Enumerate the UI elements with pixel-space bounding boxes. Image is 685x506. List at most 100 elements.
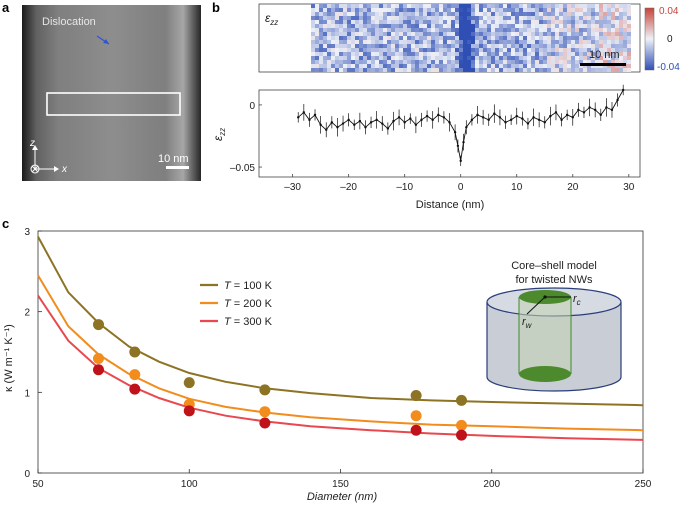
heatmap-cell	[331, 68, 335, 72]
heatmap-cell	[427, 44, 431, 48]
heatmap-cell	[559, 24, 563, 28]
heatmap-cell	[351, 64, 355, 68]
heatmap-cell	[355, 56, 359, 60]
out-of-plane-icon	[30, 164, 40, 174]
heatmap-cell	[403, 40, 407, 44]
heatmap-cell	[475, 28, 479, 32]
heatmap-cell	[511, 24, 515, 28]
heatmap-cell	[459, 64, 463, 68]
heatmap-cell	[531, 40, 535, 44]
heatmap-cell	[559, 64, 563, 68]
heatmap-cell	[447, 52, 451, 56]
heatmap-cell	[487, 40, 491, 44]
heatmap-cell	[491, 32, 495, 36]
heatmap-cell	[495, 64, 499, 68]
heatmap-cell	[463, 60, 467, 64]
heatmap-cell	[479, 16, 483, 20]
axes-indicator: z x	[29, 138, 68, 175]
heatmap-cell	[523, 4, 527, 8]
heatmap-cell	[431, 44, 435, 48]
heatmap-cell	[399, 28, 403, 32]
heatmap-cell	[563, 20, 567, 24]
heatmap-cell	[583, 40, 587, 44]
heatmap-cell	[583, 8, 587, 12]
heatmap-cell	[463, 8, 467, 12]
heatmap-cell	[467, 36, 471, 40]
heatmap-cell	[551, 28, 555, 32]
heatmap-cell	[595, 16, 599, 20]
heatmap-cell	[471, 68, 475, 72]
heatmap-cell	[475, 24, 479, 28]
heatmap-cell	[379, 24, 383, 28]
heatmap-cell	[499, 48, 503, 52]
heatmap-cell	[403, 16, 407, 20]
heatmap-cell	[347, 56, 351, 60]
heatmap-cell	[471, 32, 475, 36]
heatmap-cell	[543, 40, 547, 44]
heatmap-cell	[319, 40, 323, 44]
heatmap-cell	[471, 24, 475, 28]
heatmap-cell	[319, 8, 323, 12]
heatmap-cell	[467, 52, 471, 56]
heatmap-cell	[411, 12, 415, 16]
heatmap-cell	[355, 16, 359, 20]
heatmap-cell	[571, 28, 575, 32]
heatmap-cell	[323, 52, 327, 56]
heatmap-cell	[411, 64, 415, 68]
heatmap-cell	[591, 4, 595, 8]
heatmap-cell	[627, 52, 631, 56]
heatmap-cell	[419, 20, 423, 24]
heatmap-cell	[335, 48, 339, 52]
heatmap-cell	[435, 8, 439, 12]
heatmap-cell	[319, 44, 323, 48]
heatmap-cell	[551, 40, 555, 44]
heatmap-cell	[575, 12, 579, 16]
panel-c-letter: c	[2, 216, 9, 231]
heatmap-cell	[439, 56, 443, 60]
heatmap-cell	[371, 40, 375, 44]
heatmap-cell	[387, 60, 391, 64]
heatmap-cell	[443, 28, 447, 32]
heatmap-cell	[547, 28, 551, 32]
heatmap-cell	[587, 56, 591, 60]
heatmap-cell	[323, 4, 327, 8]
heatmap-cell	[567, 24, 571, 28]
heatmap-cell	[607, 12, 611, 16]
scalebar-b	[580, 63, 626, 66]
heatmap-cell	[343, 52, 347, 56]
heatmap-cell	[579, 60, 583, 64]
heatmap-cell	[463, 36, 467, 40]
y-tick-label: –0.05	[230, 163, 255, 174]
heatmap-cell	[479, 8, 483, 12]
heatmap-cell	[383, 36, 387, 40]
heatmap-cell	[459, 4, 463, 8]
heatmap-cell	[619, 4, 623, 8]
heatmap-cell	[423, 20, 427, 24]
heatmap-cell	[431, 60, 435, 64]
heatmap-cell	[331, 40, 335, 44]
heatmap-cell	[343, 8, 347, 12]
heatmap-cell	[475, 56, 479, 60]
heatmap-cell	[395, 28, 399, 32]
axis-z-label: z	[29, 138, 35, 149]
heatmap-cell	[423, 12, 427, 16]
heatmap-cell	[439, 68, 443, 72]
heatmap-cell	[359, 56, 363, 60]
heatmap-cell	[603, 68, 607, 72]
heatmap-cell	[603, 12, 607, 16]
heatmap-cell	[511, 28, 515, 32]
heatmap-cell	[603, 8, 607, 12]
heatmap-cell	[571, 24, 575, 28]
heatmap-cell	[623, 16, 627, 20]
heatmap-cell	[527, 24, 531, 28]
heatmap-cell	[503, 12, 507, 16]
heatmap-cell	[619, 36, 623, 40]
heatmap-cell	[607, 20, 611, 24]
heatmap-cell	[351, 40, 355, 44]
heatmap-cell	[615, 12, 619, 16]
heatmap-cell	[539, 52, 543, 56]
heatmap-cell	[407, 48, 411, 52]
heatmap-cell	[563, 44, 567, 48]
heatmap-cell	[451, 24, 455, 28]
heatmap-cell	[423, 16, 427, 20]
